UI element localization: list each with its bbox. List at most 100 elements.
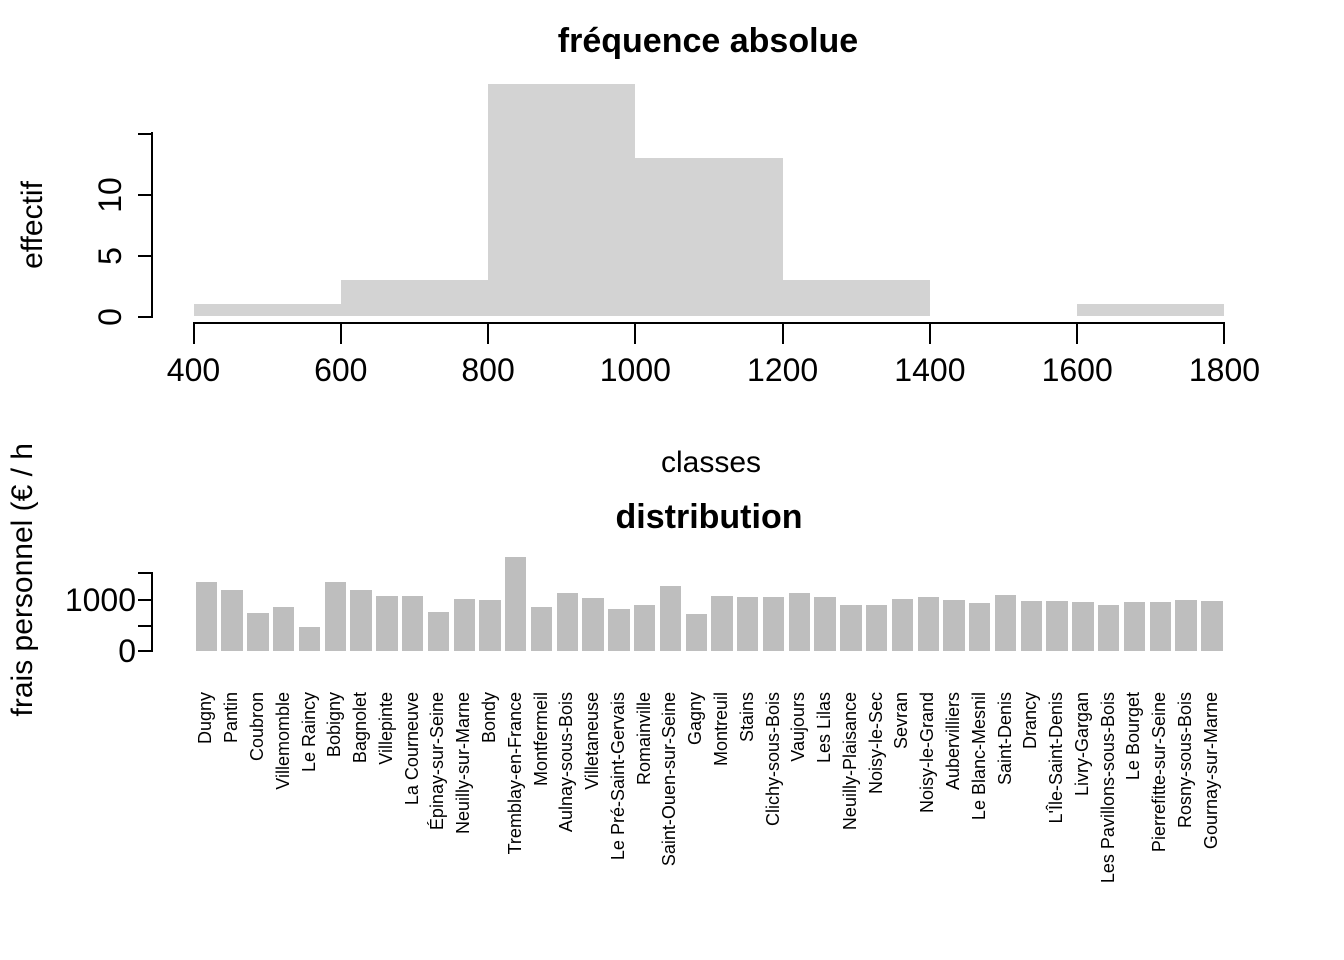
barplot-bar (1098, 605, 1120, 651)
barplot-bar (1123, 602, 1146, 651)
barplot-bar (814, 597, 836, 651)
barplot-category-label: Livry-Gargan (1071, 692, 1092, 797)
barplot-bar (427, 611, 450, 651)
barplot-bar (1046, 601, 1068, 651)
histogram-bar (340, 279, 489, 317)
barplot-bar (891, 598, 914, 651)
barplot-bar (195, 581, 218, 651)
barplot-category-label: Rosny-sous-Bois (1175, 692, 1196, 829)
barplot-category-label: Bondy (478, 692, 499, 744)
histogram-x-tick (634, 322, 637, 344)
barplot-bar (376, 596, 398, 651)
histogram-x-tick (487, 322, 490, 344)
barplot-bar (1020, 601, 1043, 651)
barplot-category-label: Tremblay-en-France (504, 692, 525, 855)
histogram-x-tick (781, 322, 784, 344)
histogram-x-tick (1223, 322, 1226, 344)
barplot-bar (969, 602, 991, 651)
barplot-category-label: Pantin (221, 692, 242, 744)
barplot-category-label: Gagny (685, 692, 706, 746)
barplot-category-label: Le Blanc-Mesnil (968, 692, 989, 821)
barplot-category-label: Villetaneuse (582, 692, 603, 790)
histogram-bar (488, 84, 636, 317)
barplot-ylabel-clip: frais personnel (€ / h (0, 440, 46, 790)
barplot-bar (1149, 602, 1171, 651)
histogram-ylabel: effectif (16, 181, 49, 269)
histogram-x-tick-label: 1800 (1188, 352, 1261, 388)
barplot-bar (865, 605, 888, 651)
barplot-category-label: Neuilly-Plaisance (839, 692, 860, 831)
barplot-bar (1201, 601, 1223, 651)
barplot-bar (633, 605, 656, 651)
barplot-category-label: Montreuil (711, 692, 731, 767)
barplot-category-label: L'Île-Saint-Denis (1046, 692, 1067, 824)
histogram-x-tick-label: 1200 (747, 352, 819, 388)
histogram-x-tick (1076, 322, 1079, 344)
barplot-bar (788, 593, 811, 651)
barplot-category-label: Pierrefitte-sur-Seine (1149, 692, 1170, 853)
barplot-category-label: Romainville (633, 692, 654, 786)
barplot-bar (453, 599, 475, 651)
barplot-bar (530, 607, 553, 651)
barplot-bar (401, 595, 424, 651)
histogram-title: fréquence absolue (557, 22, 859, 60)
barplot-category-label: Épinay-sur-Seine (427, 692, 448, 831)
barplot-category-label: Drancy (1020, 692, 1041, 750)
barplot-bar (479, 599, 501, 651)
histogram-x-tick-label: 800 (461, 352, 515, 388)
histogram-x-tick-label: 1000 (599, 352, 671, 388)
barplot-category-label: Coubron (246, 692, 267, 762)
barplot-bar (221, 590, 243, 651)
histogram-x-tick-label: 600 (314, 352, 368, 388)
barplot-bar (685, 613, 707, 651)
histogram-y-tick (138, 194, 152, 196)
barplot-y-tick-label: 1000 (64, 581, 136, 618)
barplot-y-tick (138, 572, 152, 575)
histogram-bar (782, 279, 930, 317)
barplot-ylabel: frais personnel (€ / h (6, 443, 39, 717)
barplot-bar (350, 590, 372, 651)
barplot-bar (582, 598, 604, 651)
barplot-bar (943, 600, 965, 651)
histogram-x-tick (928, 322, 931, 344)
barplot-category-label: Sevran (891, 692, 912, 750)
barplot-category-label: Bobigny (324, 692, 345, 758)
barplot-category-label: Saint-Denis (994, 692, 1015, 786)
histogram-y-tick-label: 5 (92, 247, 128, 265)
histogram-x-tick-label: 1600 (1041, 352, 1113, 388)
barplot-category-label: Bagnolet (350, 692, 371, 764)
barplot-category-label: Les Lilas (814, 692, 835, 764)
barplot-category-label: Villepinte (375, 692, 396, 765)
histogram-x-tick-label: 1400 (894, 352, 966, 388)
barplot-bar (324, 582, 346, 651)
histogram-y-tick-label: 0 (92, 308, 128, 326)
barplot-category-label: Noisy-le-Sec (865, 692, 886, 795)
histogram-y-tick (138, 133, 152, 135)
barplot-bar (659, 586, 682, 651)
barplot-category-label: Stains (736, 692, 757, 743)
histogram-bar (1077, 304, 1225, 317)
barplot-bar (1072, 602, 1094, 651)
barplot-bar (1175, 599, 1197, 651)
histogram-y-tick-label: 10 (92, 177, 128, 213)
histogram-y-tick (138, 316, 152, 318)
histogram-bar (193, 304, 341, 317)
histogram-bar (635, 157, 783, 317)
barplot-category-label: Le Raincy (298, 692, 319, 773)
barplot-bar (762, 597, 785, 651)
barplot-category-label: Gournay-sur-Marne (1200, 692, 1221, 850)
barplot-bar (840, 605, 862, 651)
histogram-y-tick (138, 255, 152, 257)
histogram-x-tick (192, 322, 195, 344)
histogram-x-axis-line (193, 322, 1225, 324)
histogram-x-tick-label: 400 (166, 352, 221, 388)
barplot-bar (273, 607, 295, 651)
barplot-bar (247, 612, 269, 651)
barplot-category-label: Les Pavillons-sous-Bois (1097, 692, 1118, 884)
histogram-xlabel: classes (660, 446, 762, 479)
barplot-category-label: La Courneuve (401, 692, 422, 806)
barplot-category-label: Vaujours (788, 692, 809, 762)
barplot-bar (608, 608, 630, 651)
barplot-category-label: Dugny (195, 692, 216, 745)
barplot-category-label: Aubervilliers (943, 692, 964, 791)
